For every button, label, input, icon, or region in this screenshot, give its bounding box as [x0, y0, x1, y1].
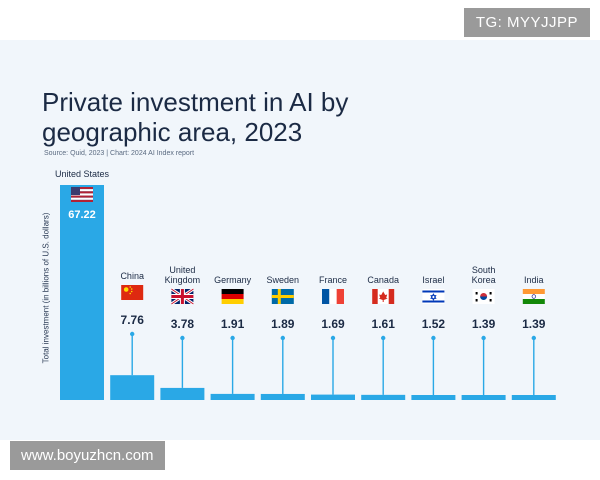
value-label: 1.91	[221, 317, 245, 331]
category-label: India	[524, 275, 544, 285]
bar	[411, 395, 456, 400]
category-label: Korea	[472, 275, 496, 285]
germany-flag-stripe	[221, 294, 244, 299]
bar	[60, 185, 104, 400]
india-flag-stripe	[522, 299, 545, 304]
category-label: United	[169, 265, 195, 275]
bar	[311, 394, 355, 400]
chart-title: Private investment in AI by geographic a…	[42, 87, 349, 147]
category-label: France	[319, 275, 347, 285]
israel-flag-star	[430, 295, 437, 301]
bar-group: Germany 1.91	[210, 275, 255, 400]
us-flag-stripe	[71, 191, 93, 194]
india-flag-stripe	[522, 294, 545, 299]
category-label: South	[472, 265, 496, 275]
bar	[361, 394, 406, 400]
bar-group: Sweden 1.89	[260, 275, 305, 400]
bar	[210, 393, 255, 400]
bar	[160, 387, 205, 400]
value-label: 3.78	[171, 317, 195, 331]
watermark-bottom: www.boyuzhcn.com	[10, 441, 165, 470]
category-label: Canada	[367, 275, 399, 285]
canada-flag-band	[388, 289, 395, 304]
bar	[260, 393, 305, 400]
bar-group: France 1.69	[311, 275, 355, 400]
israel-flag-star	[430, 293, 437, 299]
india-flag-stripe	[522, 289, 545, 294]
france-flag-stripe	[322, 289, 330, 304]
germany-flag-stripe	[221, 289, 244, 294]
us-flag-stripe	[71, 195, 93, 198]
china-flag-small-star	[129, 286, 131, 288]
value-label: 1.39	[472, 317, 496, 331]
israel-flag-stripe	[422, 300, 445, 303]
south-korea-flag-trigram	[475, 292, 478, 295]
israel-flag-stripe	[422, 290, 445, 293]
china-flag-small-star	[129, 292, 131, 295]
south-korea-flag-taeguk	[480, 293, 488, 297]
sweden-flag-cross	[271, 295, 294, 298]
bar	[110, 375, 155, 400]
bar-group: United States 67.22	[55, 169, 110, 400]
category-label: China	[120, 271, 144, 281]
bar	[511, 395, 556, 400]
bar-group: Israel 1.52	[411, 275, 456, 400]
value-label: 1.52	[422, 317, 446, 331]
us-flag-stripe	[71, 189, 93, 192]
india-flag-chakra	[531, 294, 536, 299]
bar-group: Canada 1.61	[361, 275, 406, 400]
bar-group: India 1.39	[511, 275, 556, 400]
category-label: Israel	[422, 275, 444, 285]
chart-source: Source: Quid, 2023 | Chart: 2024 AI Inde…	[44, 150, 195, 157]
category-label: Germany	[214, 275, 252, 285]
us-flag-canton	[71, 187, 80, 195]
value-label: 1.89	[271, 317, 295, 331]
china-flag-star	[123, 287, 129, 292]
uk-flag-cross-red	[171, 295, 194, 298]
bar	[461, 395, 506, 400]
us-flag-stripe	[71, 199, 93, 202]
france-flag-stripe	[336, 289, 344, 304]
china-flag-small-star	[130, 288, 133, 290]
watermark-top: TG: MYYJJPP	[463, 8, 590, 37]
china-flag-field	[121, 285, 144, 300]
germany-flag-stripe	[221, 299, 244, 304]
bar-group: China 7.76	[110, 271, 155, 400]
south-korea-flag-trigram	[475, 299, 478, 302]
value-label: 1.39	[522, 317, 546, 331]
canada-flag-leaf	[378, 291, 388, 302]
value-label: 7.76	[121, 313, 145, 327]
south-korea-flag-trigram	[489, 292, 492, 295]
us-flag-stripe	[71, 197, 93, 200]
us-flag-stripe	[71, 187, 93, 190]
value-label: 67.22	[68, 209, 96, 221]
category-label: United States	[55, 169, 110, 179]
category-label: Kingdom	[165, 275, 201, 285]
us-flag-stripe	[71, 193, 93, 196]
france-flag-stripe	[329, 289, 337, 304]
south-korea-flag-taeguk	[480, 296, 488, 300]
china-flag-small-star	[130, 290, 133, 293]
value-label: 1.61	[372, 317, 396, 331]
israel-flag-field	[422, 289, 445, 304]
south-korea-flag-trigram	[489, 299, 492, 302]
canada-flag-band	[372, 289, 378, 304]
category-label: Sweden	[267, 275, 300, 285]
value-label: 1.69	[321, 317, 345, 331]
